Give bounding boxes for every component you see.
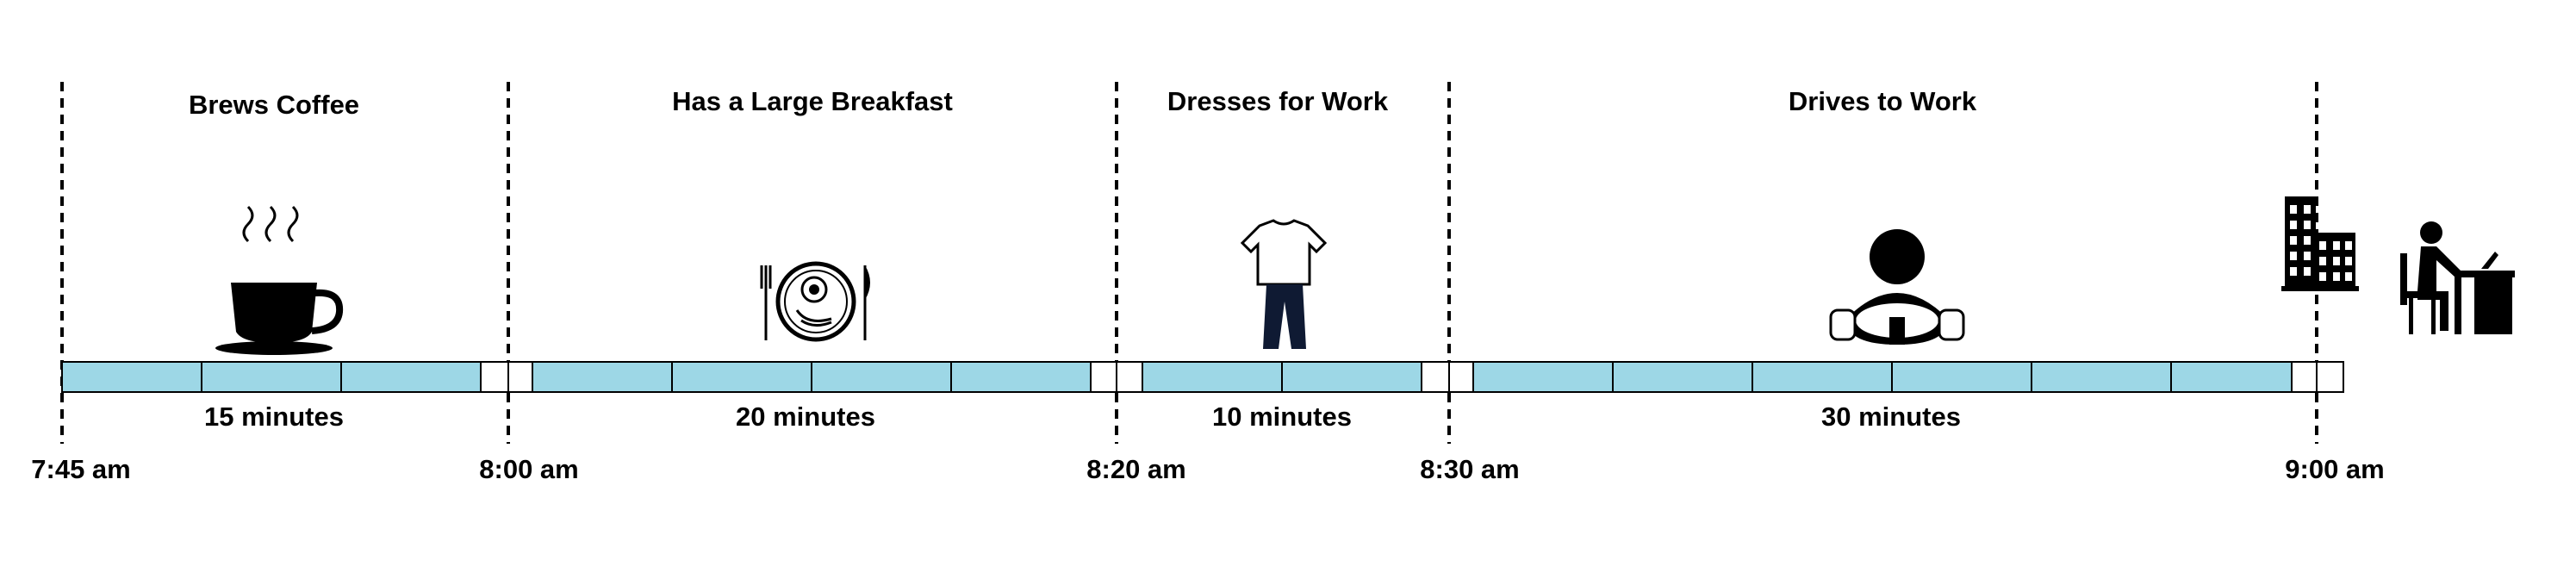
segment-block [671, 361, 812, 393]
activity-label-dresses: Dresses for Work [1167, 86, 1389, 116]
breakfast-plate-icon [760, 261, 870, 342]
segment-block [1612, 361, 1753, 393]
segment-block [2031, 361, 2172, 393]
segment-block [201, 361, 342, 393]
segment-block [1752, 361, 1893, 393]
segment-block [532, 361, 673, 393]
activity-label-drives: Drives to Work [1789, 86, 1977, 116]
duration-label: 30 minutes [1821, 402, 1961, 432]
segment-block [950, 361, 1092, 393]
activity-label-brews-coffee: Brews Coffee [189, 90, 359, 120]
duration-label: 15 minutes [204, 402, 344, 432]
segment-block [340, 361, 482, 393]
time-label: 7:45 am [31, 454, 130, 484]
time-label: 8:30 am [1420, 454, 1519, 484]
office-building-icon [2281, 196, 2359, 291]
clothes-icon [1240, 219, 1328, 349]
time-label-final: 9:00 am [2285, 454, 2384, 484]
segment-block [1142, 361, 1283, 393]
segment-block [1891, 361, 2032, 393]
person-at-desk-icon [2400, 221, 2515, 334]
activity-label-breakfast: Has a Large Breakfast [672, 86, 953, 116]
segment-block [1281, 361, 1422, 393]
duration-label: 20 minutes [736, 402, 875, 432]
duration-label: 10 minutes [1212, 402, 1352, 432]
coffee-cup-icon [215, 205, 344, 355]
driver-steering-wheel-icon [1829, 229, 1965, 345]
segment-block [811, 361, 952, 393]
time-label: 8:00 am [479, 454, 578, 484]
time-label: 8:20 am [1086, 454, 1185, 484]
segment-block [61, 361, 202, 393]
segment-block [2170, 361, 2293, 393]
segment-block [1472, 361, 1614, 393]
